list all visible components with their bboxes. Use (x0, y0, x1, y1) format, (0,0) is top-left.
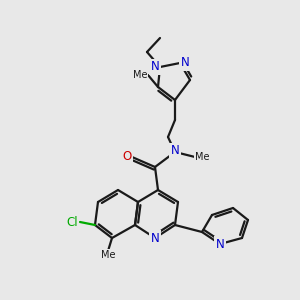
Text: N: N (151, 232, 159, 244)
Text: O: O (122, 151, 132, 164)
Text: N: N (216, 238, 224, 250)
Text: N: N (181, 56, 189, 70)
Text: Me: Me (101, 250, 115, 260)
Text: N: N (171, 145, 179, 158)
Text: Me: Me (195, 152, 209, 162)
Text: Me: Me (133, 70, 147, 80)
Text: Cl: Cl (66, 215, 78, 229)
Text: N: N (151, 61, 159, 74)
